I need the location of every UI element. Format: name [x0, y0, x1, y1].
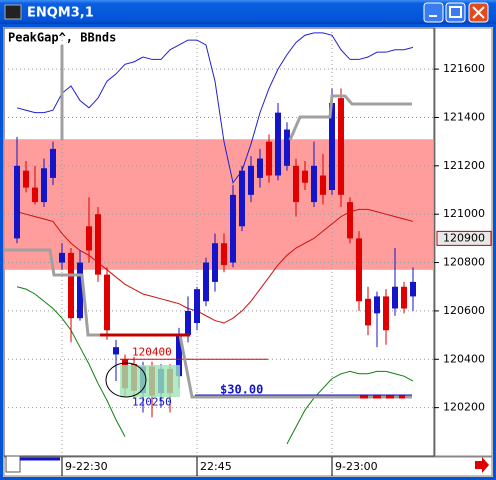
level-label: 120400	[132, 345, 172, 358]
candle-body	[347, 202, 353, 239]
overlay-shapes	[4, 45, 412, 399]
scroll-thumb[interactable]	[5, 455, 21, 473]
candle-body	[194, 289, 200, 324]
candle-body	[374, 296, 380, 314]
candle-body	[239, 170, 245, 227]
candle-body	[401, 286, 407, 309]
band-line	[16, 32, 414, 184]
candle-body	[59, 252, 65, 263]
y-tick-label: 120200	[443, 401, 485, 414]
candle-body	[230, 194, 236, 263]
gap-circle	[105, 362, 147, 398]
candle-body	[221, 243, 227, 265]
candle-body	[86, 226, 92, 251]
target-box	[120, 365, 180, 397]
candle-body	[248, 165, 254, 195]
y-tick-label: 120400	[443, 352, 485, 365]
price-marker-label: 120900	[443, 231, 485, 244]
candle-body	[50, 148, 56, 178]
candle-body	[104, 274, 110, 331]
candle-body	[392, 286, 398, 309]
y-tick-label: 121000	[443, 207, 485, 220]
candle-body	[293, 165, 299, 203]
level-label: 120250	[132, 396, 172, 409]
candle-body	[311, 165, 317, 203]
profit-label: $30.00	[220, 383, 263, 397]
candle-body	[203, 262, 209, 302]
candle-body	[176, 335, 182, 377]
plot-content	[4, 28, 434, 456]
candle-body	[410, 281, 416, 297]
candle-body	[338, 98, 344, 195]
y-tick-label: 120800	[443, 256, 485, 269]
candle-body	[14, 165, 20, 239]
candle-body	[275, 112, 281, 176]
price-zone	[4, 139, 434, 270]
candle-body	[383, 296, 389, 331]
price-marker-box	[436, 230, 492, 246]
x-tick-label: 22:45	[200, 460, 232, 473]
y-tick-label: 121600	[443, 62, 485, 75]
candle-body	[32, 187, 38, 203]
y-tick-label: 121200	[443, 159, 485, 172]
candle-body	[284, 129, 290, 166]
close-button[interactable]	[468, 2, 489, 23]
candle-body	[113, 347, 119, 355]
candle-body	[95, 214, 101, 275]
minimize-button[interactable]	[423, 2, 444, 23]
y-tick-label: 121400	[443, 110, 485, 123]
maximize-button[interactable]	[445, 2, 466, 23]
candle-body	[266, 141, 272, 176]
candle-body	[41, 168, 47, 203]
indicator-title: PeakGap^, BBnds	[8, 31, 116, 45]
candle-body	[68, 252, 74, 319]
candle-body	[302, 170, 308, 183]
scroll-right-arrow[interactable]	[475, 457, 489, 473]
candle-body	[212, 243, 218, 282]
x-tick-label: 9-22:30	[65, 460, 108, 473]
candle-body	[77, 262, 83, 319]
title-bar	[0, 0, 496, 24]
x-tick-label: 9-23:00	[335, 460, 378, 473]
stop-line	[4, 45, 412, 399]
candle-body	[356, 238, 362, 302]
y-tick-label: 120600	[443, 304, 485, 317]
candle-body	[23, 170, 29, 188]
time-axis	[3, 456, 493, 477]
candle-body	[185, 310, 191, 336]
candle-body	[320, 175, 326, 195]
window-title: ENQM3,1	[27, 6, 94, 21]
candle-body	[329, 102, 335, 191]
app-icon	[4, 4, 22, 20]
candle-body	[257, 158, 263, 178]
candle-body	[365, 298, 371, 326]
